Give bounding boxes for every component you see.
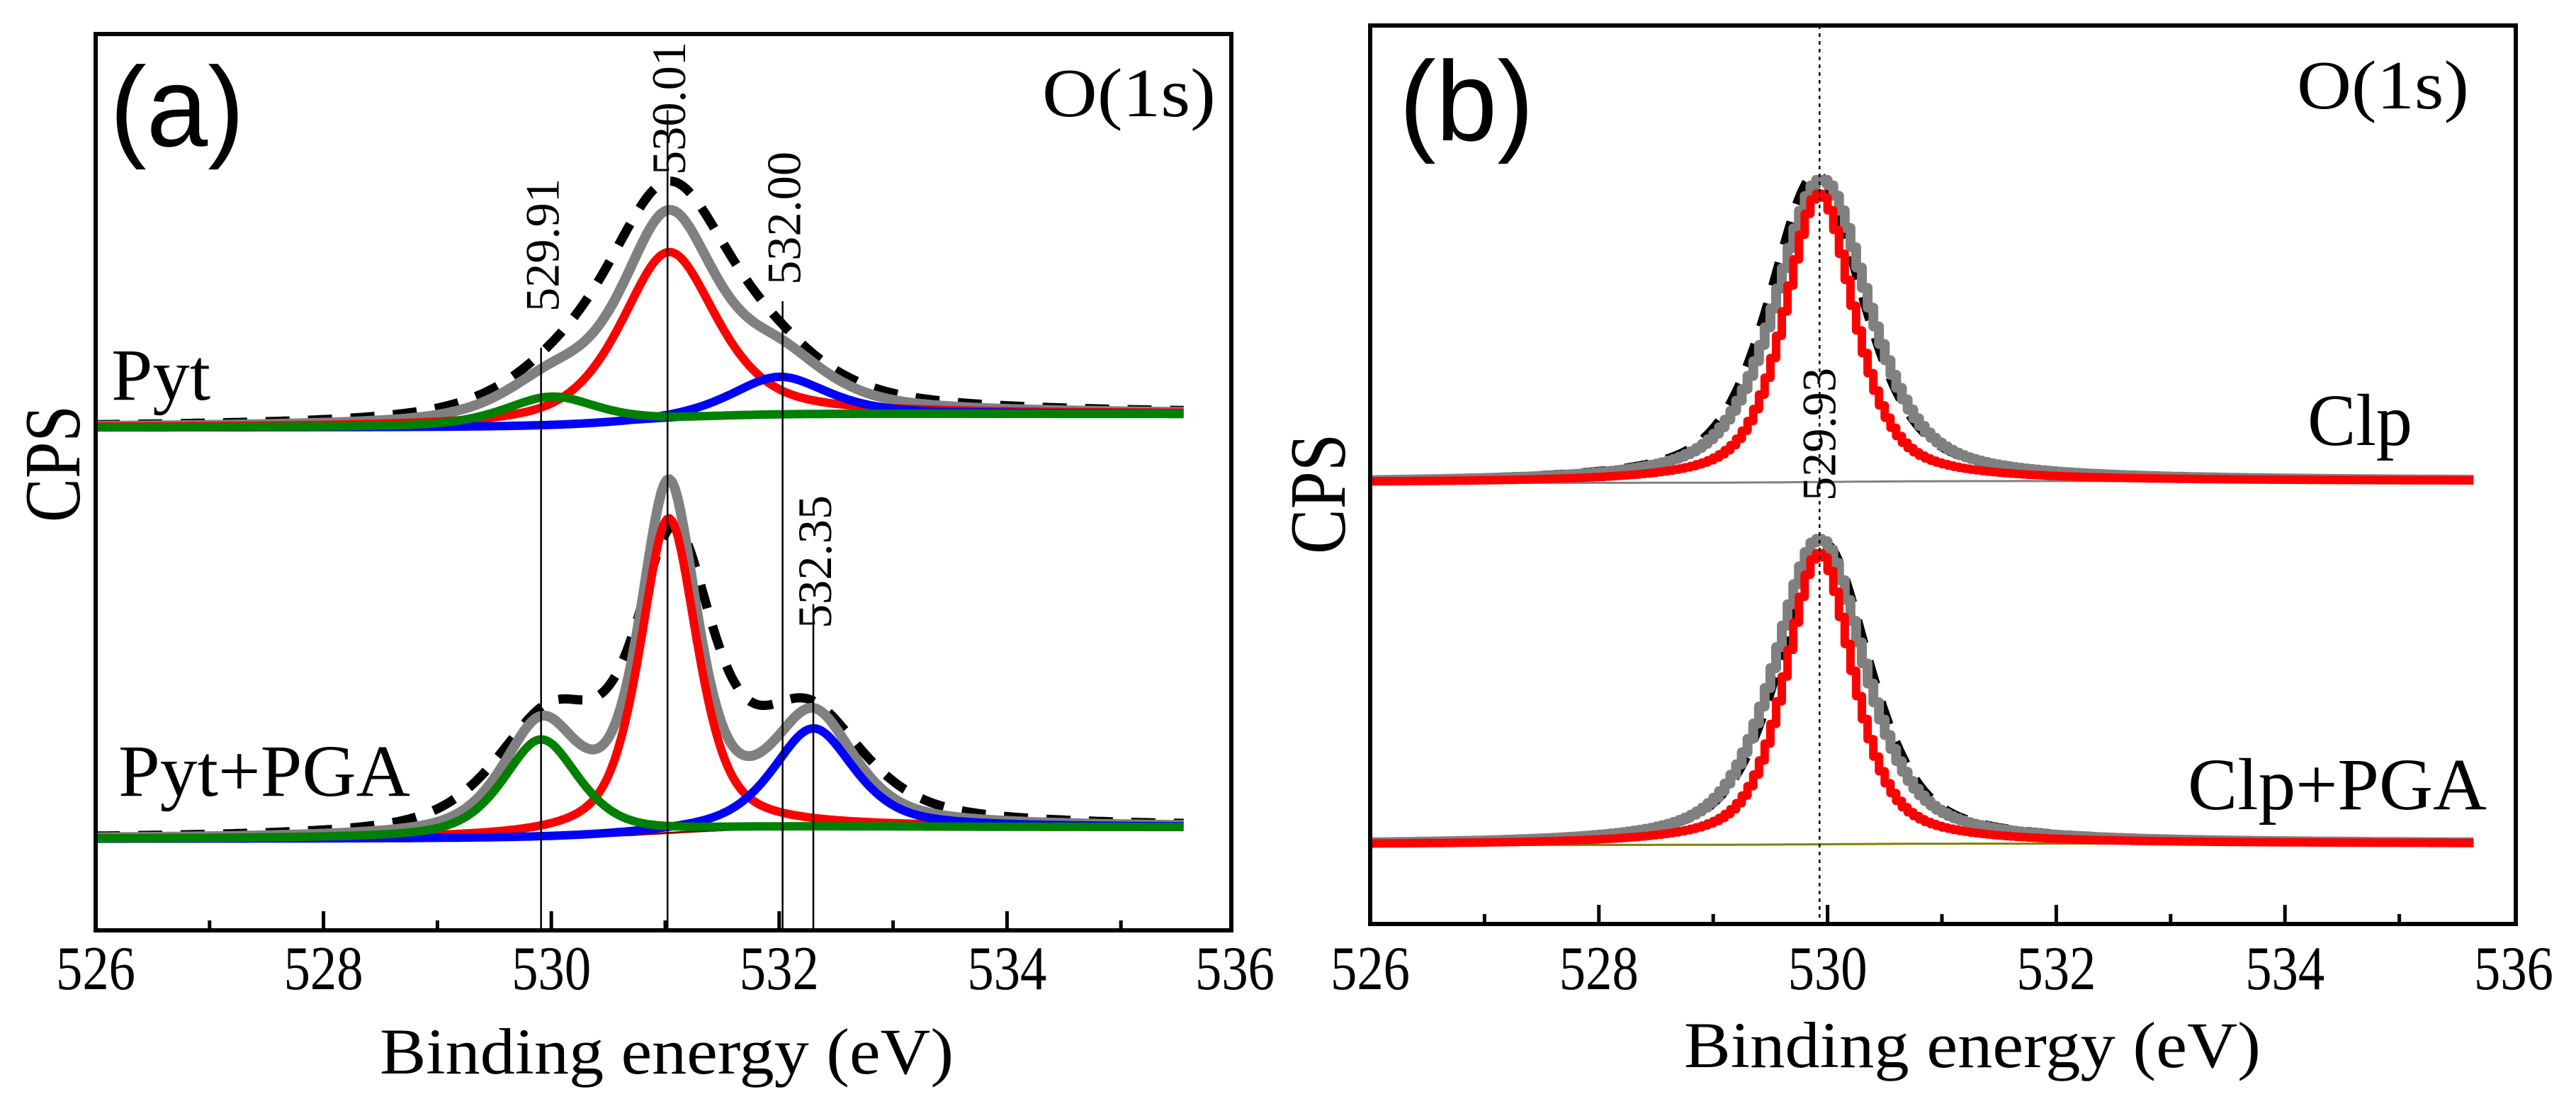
reference-label-532.00: 532.00: [757, 152, 811, 285]
component-curve-clp-pga-1: [1370, 548, 2474, 848]
panel-a: 529.91 530.01 532.00 532.35 526 528 530 532 534…: [9, 32, 1275, 1088]
spectrum-pyt-pga: [93, 474, 1186, 843]
reference-label-530.01: 530.01: [642, 42, 696, 175]
spectrum-label-clp-pga: Clp+PGA: [2188, 744, 2487, 825]
panel-b: 529.93 526 528 530 532 534 536 (b) O(1s) Clp …: [1275, 23, 2553, 1081]
spectrum-label-pyt-pga: Pyt+PGA: [118, 731, 410, 812]
panel-b-region-label: O(1s): [2297, 47, 2469, 124]
component-curve-pyt-3: [94, 392, 1185, 432]
panel-a-region-label: O(1s): [1042, 55, 1216, 132]
x-tick-label: 530: [1788, 935, 1868, 1003]
x-tick-label: 526: [1331, 935, 1410, 1003]
spectrum-label-clp: Clp: [2307, 380, 2412, 461]
x-tick-label: 528: [1559, 935, 1639, 1003]
x-tick-label: 534: [967, 935, 1046, 1003]
panel-b-reference-lines: 529.93: [1792, 26, 1846, 924]
panel-a-x-ticks: 526 528 530 532 534 536: [56, 911, 1275, 1003]
panel-b-label: (b): [1399, 38, 1534, 164]
x-tick-label: 532: [2016, 935, 2096, 1003]
panel-a-label: (a): [110, 43, 244, 170]
spectrum-label-pyt: Pyt: [111, 334, 210, 416]
reference-label-529.93: 529.93: [1792, 368, 1846, 501]
spectrum-pyt: [93, 176, 1186, 432]
component-curve-clp-1: [1370, 189, 2474, 486]
panel-a-x-axis-label: Binding energy (eV): [380, 1015, 954, 1088]
panel-a-reference-lines: 529.91 530.01 532.00 532.35: [516, 42, 842, 930]
panel-a-y-axis-label: CPS: [9, 405, 97, 522]
raw-data-curve-pyt: [95, 176, 1184, 429]
spectrum-clp-pga: [1370, 534, 2474, 848]
x-tick-label: 534: [2245, 935, 2324, 1003]
x-tick-label: 532: [740, 935, 819, 1003]
panel-a-curves: [93, 176, 1186, 843]
x-tick-label: 536: [2474, 935, 2553, 1003]
reference-label-532.35: 532.35: [788, 495, 842, 629]
component-curve-pyt-1: [94, 247, 1185, 431]
fit-envelope-curve-pyt: [93, 205, 1186, 431]
x-tick-label: 530: [512, 935, 591, 1003]
x-tick-label: 526: [56, 935, 135, 1003]
panel-b-x-axis-label: Binding energy (eV): [1684, 1009, 2261, 1081]
panel-b-x-ticks: 526 528 530 532 534 536: [1331, 905, 2553, 1003]
reference-label-529.91: 529.91: [516, 179, 570, 312]
panel-b-curves: [1369, 170, 2474, 848]
x-tick-label: 528: [284, 935, 363, 1003]
spectrum-clp: [1369, 170, 2474, 486]
panel-b-y-axis-label: CPS: [1275, 434, 1362, 554]
x-tick-label: 536: [1195, 935, 1275, 1003]
component-curve-pyt-pga-3: [94, 735, 1185, 843]
